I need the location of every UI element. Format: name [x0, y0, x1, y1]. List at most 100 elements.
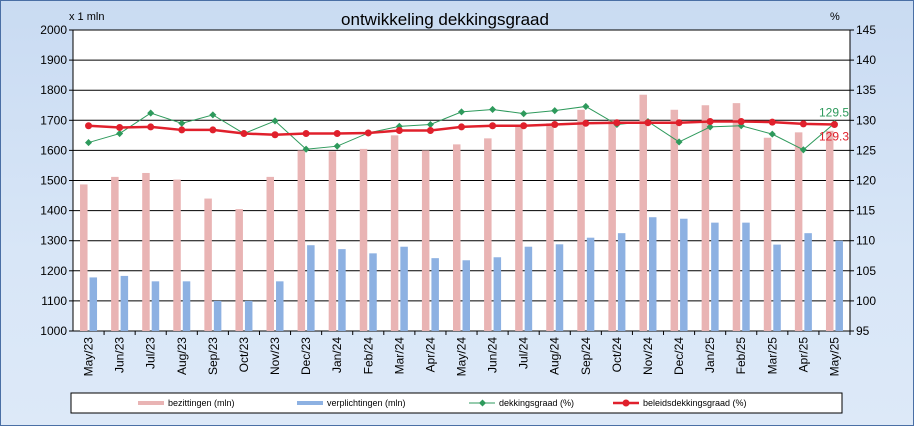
dekkingsgraad-point — [675, 138, 683, 146]
bar-verplichtingen — [586, 237, 595, 331]
right-axis-unit: % — [830, 11, 840, 23]
x-tick-label: Feb/25 — [734, 337, 748, 375]
right-tick-label: 140 — [856, 53, 876, 67]
bar-bezittingen — [825, 130, 834, 331]
beleidsdekkingsgraad-point — [799, 120, 807, 128]
beleidsdekkingsgraad-point — [395, 127, 403, 135]
bar-bezittingen — [111, 176, 119, 331]
bar-bezittingen — [608, 120, 616, 331]
x-tick-label: Sep/23 — [206, 337, 220, 375]
legend-dekkingsgraad-label: dekkingsgraad (%) — [499, 398, 574, 408]
beleidsdekkingsgraad-point — [364, 129, 372, 137]
left-tick-label: 1600 — [40, 143, 67, 157]
beleidsdekkingsgraad-point — [302, 130, 310, 138]
annotation-dekkingsgraad: 129.5 — [819, 105, 849, 119]
x-tick-label: Nov/24 — [641, 337, 655, 375]
beleidsdekkingsgraad-point — [147, 123, 155, 131]
x-tick-label: Jan/25 — [703, 337, 717, 373]
x-tick-label: Dec/24 — [672, 337, 686, 375]
bar-verplichtingen — [338, 249, 346, 331]
right-tick-label: 110 — [856, 234, 875, 248]
x-tick-label: May/25 — [827, 337, 841, 377]
left-tick-label: 1000 — [40, 324, 67, 338]
bar-bezittingen — [732, 103, 741, 331]
beleidsdekkingsgraad-point — [116, 124, 124, 132]
beleidsdekkingsgraad-point — [613, 119, 621, 127]
bar-bezittingen — [266, 176, 275, 331]
x-tick-label: Apr/25 — [796, 337, 810, 373]
beleidsdekkingsgraad-point — [489, 122, 497, 130]
bar-verplichtingen — [493, 257, 502, 331]
bar-verplichtingen — [307, 245, 315, 331]
dekkingsgraad-point — [520, 110, 528, 118]
dekkingsgraad-point — [551, 107, 559, 115]
dekkingsgraad-point — [582, 102, 590, 110]
left-tick-label: 1800 — [40, 83, 67, 97]
bar-bezittingen — [142, 172, 150, 331]
bar-bezittingen — [173, 179, 181, 331]
beleidsdekkingsgraad-point — [520, 122, 528, 130]
bar-bezittingen — [80, 184, 88, 331]
legend-verplichtingen-swatch — [297, 401, 323, 405]
right-tick-label: 115 — [856, 204, 875, 218]
x-tick-label: Oct/24 — [610, 337, 624, 373]
bar-verplichtingen — [151, 281, 160, 331]
bar-verplichtingen — [524, 246, 533, 331]
beleidsdekkingsgraad-point — [737, 118, 745, 126]
bar-verplichtingen — [182, 281, 191, 331]
beleidsdekkingsgraad-point — [209, 126, 217, 134]
bar-bezittingen — [453, 144, 461, 331]
x-tick-label: Apr/24 — [423, 337, 437, 373]
x-tick-label: Dec/23 — [299, 337, 313, 375]
dekkingsgraad-point — [426, 120, 434, 129]
dekkingsgraad-point — [147, 109, 155, 117]
left-axis-unit: x 1 mln — [69, 11, 104, 23]
left-tick-label: 1900 — [40, 53, 67, 67]
bar-verplichtingen — [555, 244, 564, 331]
dekkingsgraad-point — [271, 117, 279, 125]
bar-verplichtingen — [400, 246, 408, 331]
bar-bezittingen — [670, 109, 679, 331]
bar-bezittingen — [390, 135, 399, 331]
bar-bezittingen — [235, 209, 243, 331]
bar-verplichtingen — [680, 218, 688, 331]
dekkingsgraad-point — [302, 145, 310, 153]
right-tick-label: 120 — [856, 174, 876, 188]
legend-box — [70, 392, 843, 414]
bar-verplichtingen — [617, 233, 626, 331]
dekkingsgraad-point — [116, 130, 124, 138]
left-tick-label: 1300 — [40, 234, 67, 248]
bar-verplichtingen — [431, 258, 439, 331]
bar-bezittingen — [204, 198, 212, 331]
x-tick-label: Jun/23 — [113, 337, 127, 373]
bar-bezittingen — [546, 123, 554, 331]
x-tick-label: Jul/24 — [517, 337, 531, 369]
beleidsdekkingsgraad-point — [271, 131, 279, 139]
left-tick-label: 1500 — [40, 174, 67, 188]
bar-bezittingen — [763, 137, 772, 331]
beleidsdekkingsgraad-point — [426, 127, 434, 135]
bar-bezittingen — [639, 94, 647, 331]
dekkingsgraad-point — [489, 105, 497, 113]
beleidsdekkingsgraad-point — [644, 119, 652, 127]
x-tick-label: May/24 — [455, 337, 469, 377]
dekkingsgraad-point — [457, 108, 466, 116]
right-tick-label: 95 — [856, 324, 870, 338]
x-tick-label: Feb/24 — [361, 337, 375, 375]
dekkingsgraad-point — [768, 130, 776, 138]
annotation-beleidsdekkingsgraad: 129.3 — [819, 130, 849, 144]
beleidsdekkingsgraad-point — [675, 119, 683, 127]
right-tick-label: 125 — [856, 143, 876, 157]
right-tick-label: 145 — [856, 23, 876, 37]
bar-verplichtingen — [244, 300, 253, 331]
dekkingsgraad-point — [85, 139, 93, 147]
beleidsdekkingsgraad-point — [178, 126, 186, 134]
bar-verplichtingen — [89, 277, 98, 331]
x-tick-label: May/23 — [82, 337, 96, 377]
right-tick-label: 135 — [856, 83, 876, 97]
legend-verplichtingen-label: verplichtingen (mln) — [327, 398, 406, 408]
legend-bezittingen-swatch — [138, 401, 164, 405]
beleidsdekkingsgraad-point — [582, 119, 590, 127]
x-tick-label: Nov/23 — [268, 337, 282, 375]
